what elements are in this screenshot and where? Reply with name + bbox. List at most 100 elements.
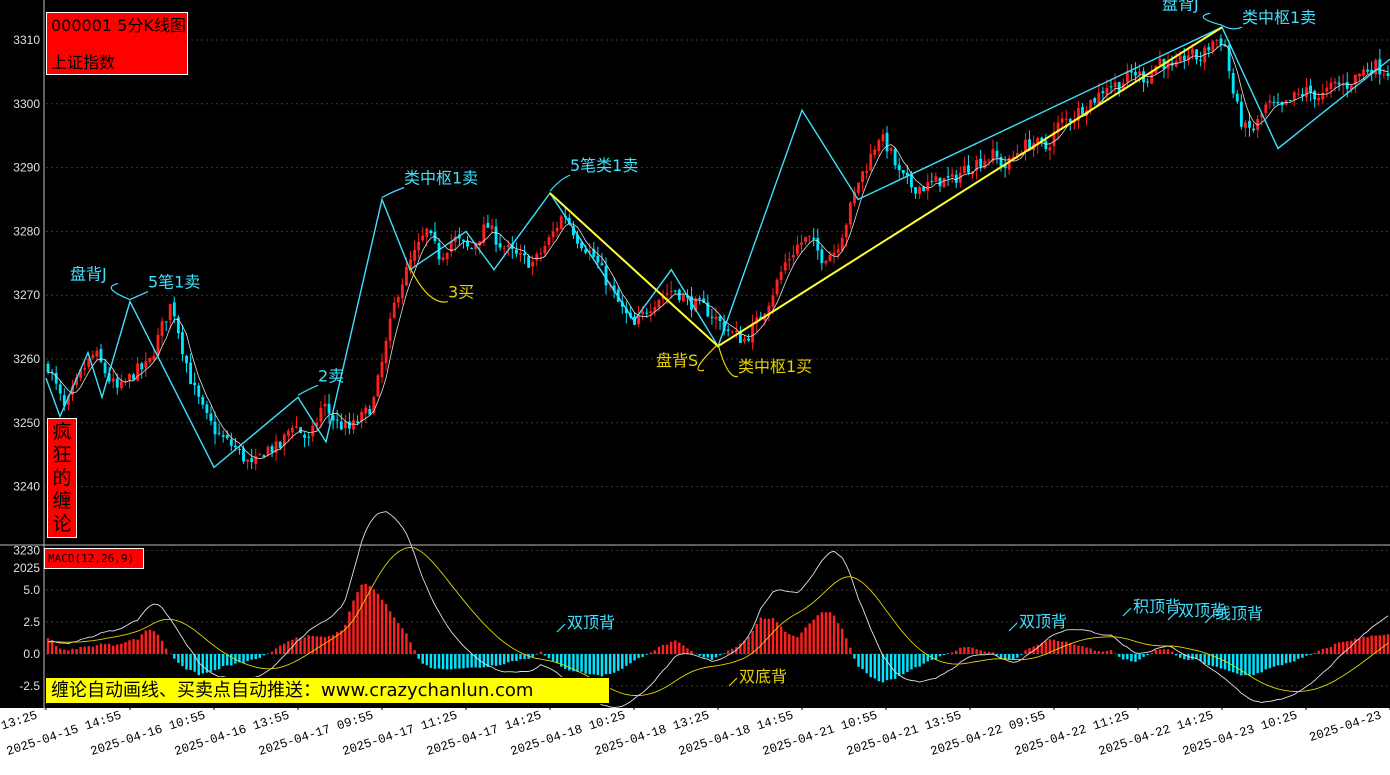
macd-bar [653,650,657,654]
candle-body [954,174,958,183]
macd-bar [690,650,693,654]
candle-body [751,324,755,343]
macd-bar [1301,654,1304,658]
macd-bar [356,592,359,654]
macd-bar [1170,651,1174,654]
macd-bar [1105,650,1109,654]
macd-bar [775,622,779,654]
macd-bar [861,654,864,670]
macd-bar [1138,654,1141,660]
candle-body [861,171,865,182]
candle-body [934,176,938,182]
candle-body [783,262,787,271]
candle-body [637,315,641,325]
macd-bar [657,646,661,654]
candle-body [914,187,917,194]
candle-body [539,253,543,255]
candle-body [1252,128,1255,131]
macd-bar [661,644,665,654]
candle-body [405,266,408,286]
macd-bar [726,650,730,654]
macd-annotation-arrow [728,677,738,687]
macd-bar [580,654,583,672]
macd-bar [63,649,66,654]
macd-bar [808,623,811,654]
macd-bar [792,635,795,654]
macd-bar [963,647,966,654]
macd-bar [1211,654,1215,667]
candle-body [282,434,286,447]
macd-bar [193,654,196,672]
macd-bar [152,631,156,654]
macd-bar [698,654,701,656]
dea-line [47,546,1389,696]
macd-bar [103,644,107,654]
macd-bar [751,630,754,654]
candle-body [881,134,885,142]
candle-body [315,422,319,426]
candle-body [832,252,836,256]
candle-body [677,289,681,301]
candle-body [1317,97,1321,101]
macd-bar [376,593,380,654]
candle-body [665,293,669,295]
macd-title: MACD(12,26,9) [44,548,144,569]
candle-body [1333,81,1337,84]
macd-bar [120,643,123,654]
macd-bar [686,648,689,654]
candle-body [115,378,119,388]
candle-body [470,247,474,249]
macd-bar [262,654,266,656]
macd-bar [1240,654,1243,676]
macd-bar [1346,641,1349,654]
candle-body [103,362,107,374]
candle-body [1235,93,1239,102]
candle-body [1060,118,1064,123]
brand-char: 的 [52,467,72,489]
annotation-label: 类中枢1卖 [1242,8,1316,27]
macd-bar [1183,654,1186,660]
candle-body [1203,47,1207,63]
candle-body [327,403,331,414]
candle-body [730,331,734,333]
macd-bar [763,618,767,654]
macd-bar [344,624,347,654]
candle-body [710,316,714,318]
candle-body [1321,92,1325,100]
candle-body [156,334,160,356]
candle-body [808,235,812,237]
macd-bar [340,630,343,654]
price-tick-label: 3230 [13,543,40,557]
macd-bar [1069,643,1072,654]
macd-bar [1374,635,1377,654]
candle-body [323,403,327,407]
candle-body [514,249,518,254]
candle-body [1309,85,1313,93]
macd-bar [959,647,962,654]
macd-annotation-label: 线顶背 [1215,604,1263,623]
macd-bar [372,589,376,654]
macd-bar [1272,654,1276,667]
macd-bar [608,654,612,674]
candle-body [266,446,270,456]
macd-bar [731,648,734,654]
candle-body [722,321,726,332]
candle-body [1349,85,1353,90]
macd-bar [1003,654,1007,659]
macd-bar [1333,643,1337,654]
candle-body [274,441,278,453]
macd-bar [1260,654,1263,673]
macd-bar [185,654,188,670]
candle-body [307,436,311,438]
macd-bar [1016,654,1019,658]
macd-bar [1280,654,1284,666]
macd-bar [523,654,526,660]
candle-body [213,421,217,435]
candle-body [1040,137,1044,142]
candle-body [547,237,551,246]
candle-body [1113,82,1117,88]
macd-bar [502,654,506,665]
macd-bar [836,623,840,654]
macd-bar [987,651,991,654]
macd-bar [221,654,225,666]
